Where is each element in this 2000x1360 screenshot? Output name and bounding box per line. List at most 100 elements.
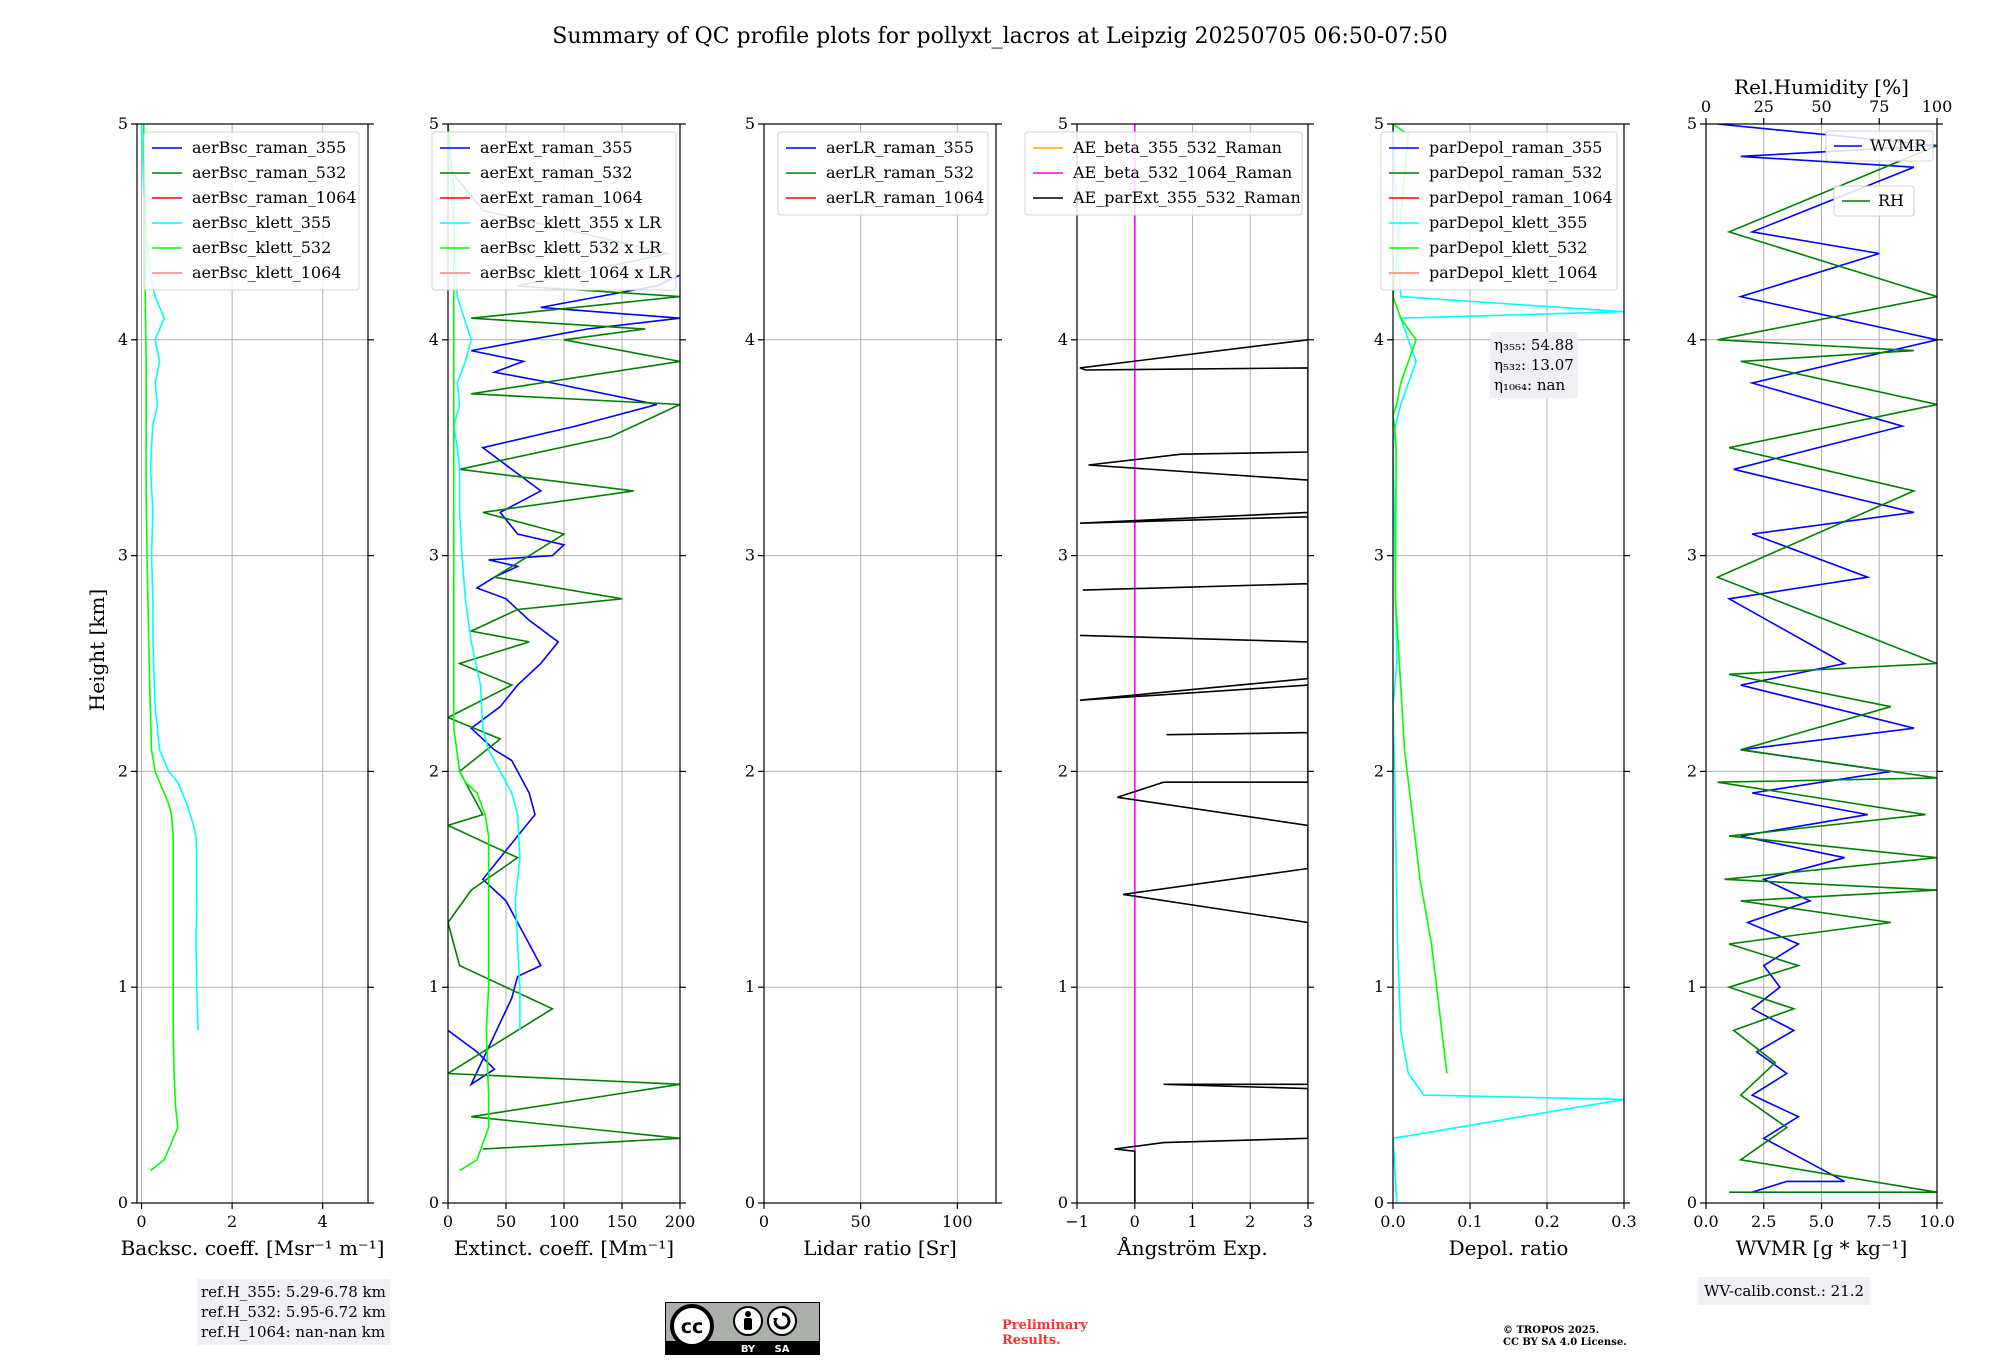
- panels: 0 2 4 0 1 2 3 4 5 Backsc. coeff. [Msr⁻¹ m⁻¹] aerBs…: [118, 75, 1955, 1260]
- legend-box: [1024, 131, 1303, 216]
- x-tick-label: 0: [1130, 1212, 1140, 1231]
- preliminary-note: Preliminary Results.: [1002, 1318, 1088, 1348]
- series-line-aerbsc-klett-532-x-lr: [448, 124, 490, 1172]
- series-line-rh: [1715, 144, 1937, 1193]
- x-axis-label: Depol. ratio: [1449, 1236, 1569, 1260]
- legend-label: parDepol_klett_532: [1429, 238, 1587, 257]
- y-tick-label: 5: [1374, 114, 1384, 133]
- x-tick-label: 2.5: [1751, 1212, 1776, 1231]
- wv-calib-text: WV-calib.const.: 21.2: [1704, 1282, 1865, 1300]
- series-line-ae-parext-355-532-raman: [1079, 339, 1308, 1203]
- series-line-aerext-raman-355: [448, 274, 680, 1087]
- legend-label: aerBsc_klett_1064 x LR: [480, 263, 672, 282]
- panel-wv: 0.0 2.5 5.0 7.5 10.0 0 1 2 3 4 5 WVMR [g * kg⁻¹] 0 25…: [1687, 75, 1955, 1260]
- x2-tick-label: 0: [1701, 97, 1711, 116]
- license-note: © TROPOS 2025. CC BY SA 4.0 License.: [1503, 1325, 1627, 1349]
- y-tick-label: 4: [429, 330, 439, 349]
- x-tick-label: 50: [496, 1212, 516, 1231]
- x-tick-label: 0: [136, 1212, 146, 1231]
- y-tick-label: 1: [429, 977, 439, 996]
- y-tick-label: 2: [118, 761, 128, 780]
- license-line-2: CC BY SA 4.0 License.: [1503, 1337, 1627, 1348]
- axes-frame: [1392, 123, 1625, 1204]
- eta-box: η₃₅₅: 54.88 η₅₃₂: 13.07 η₁₀₆₄: nan: [1490, 332, 1578, 398]
- x-tick-label: 0.2: [1534, 1212, 1559, 1231]
- eta-532: η₅₃₂: 13.07: [1494, 356, 1574, 374]
- legend-label: aerBsc_klett_355 x LR: [480, 213, 662, 232]
- y-tick-label: 0: [429, 1193, 439, 1212]
- x-tick-label: 10.0: [1919, 1212, 1955, 1231]
- series-line-pardepol-klett-355: [1393, 124, 1624, 1203]
- y-tick-label: 1: [118, 977, 128, 996]
- y-tick-label: 0: [1687, 1193, 1697, 1212]
- figure-title: Summary of QC profile plots for pollyxt_…: [552, 24, 1447, 49]
- y-tick-label: 5: [1058, 114, 1068, 133]
- y-tick-label: 0: [1374, 1193, 1384, 1212]
- legend-label: WVMR: [1870, 136, 1927, 155]
- legend-label: aerLR_raman_532: [826, 163, 974, 182]
- legend-label: aerBsc_raman_1064: [192, 188, 357, 207]
- ref-h-1064: ref.H_1064: nan-nan km: [201, 1323, 386, 1341]
- license-line-1: © TROPOS 2025.: [1503, 1325, 1600, 1336]
- y-tick-label: 3: [1058, 546, 1068, 565]
- ref-h-355: ref.H_355: 5.29-6.78 km: [201, 1283, 386, 1301]
- y-tick-label: 3: [1687, 546, 1697, 565]
- legend-label: aerExt_raman_1064: [480, 188, 643, 207]
- series-line-aerbsc-klett-532: [143, 124, 179, 1172]
- y-tick-label: 1: [1687, 977, 1697, 996]
- series-line-pardepol-klett-532: [1393, 124, 1448, 1074]
- legend-label: aerBsc_raman_355: [192, 138, 346, 157]
- x-tick-label: 1: [1187, 1212, 1197, 1231]
- y-tick-label: 5: [1687, 114, 1697, 133]
- svg-text:BY: BY: [741, 1344, 756, 1355]
- y-tick-label: 1: [1374, 977, 1384, 996]
- legend-label: parDepol_raman_532: [1429, 163, 1602, 182]
- legend-label: parDepol_klett_355: [1429, 213, 1587, 232]
- x2-tick-label: 25: [1754, 97, 1774, 116]
- preliminary-line-1: Preliminary: [1002, 1318, 1088, 1333]
- x-axis-label: WVMR [g * kg⁻¹]: [1736, 1236, 1908, 1260]
- x-tick-label: 7.5: [1867, 1212, 1892, 1231]
- legend-label: parDepol_raman_1064: [1429, 188, 1613, 207]
- ref-height-box: ref.H_355: 5.29-6.78 km ref.H_532: 5.95-…: [197, 1279, 390, 1345]
- legend-label: aerBsc_klett_532: [192, 238, 331, 257]
- x-tick-label: −1: [1065, 1212, 1089, 1231]
- y-tick-label: 1: [745, 977, 755, 996]
- x-tick-label: 0.0: [1693, 1212, 1718, 1231]
- x-tick-label: 0: [443, 1212, 453, 1231]
- y-tick-label: 5: [745, 114, 755, 133]
- x-tick-label: 2: [1245, 1212, 1255, 1231]
- y-tick-label: 1: [1058, 977, 1068, 996]
- series-line-aerbsc-klett-355-x-lr: [448, 124, 521, 1031]
- svg-text:cc: cc: [681, 1316, 704, 1338]
- legend-box: [1825, 130, 1934, 162]
- x2-tick-label: 50: [1811, 97, 1831, 116]
- x-axis-label: Backsc. coeff. [Msr⁻¹ m⁻¹]: [121, 1236, 385, 1260]
- panel-bsc: 0 2 4 0 1 2 3 4 5 Backsc. coeff. [Msr⁻¹ m⁻¹] aerBs…: [118, 114, 385, 1260]
- legend-box: [1380, 131, 1618, 291]
- x-tick-label: 100: [549, 1212, 580, 1231]
- y-tick-label: 0: [1058, 1193, 1068, 1212]
- creative-commons-icon: cc BY SA: [665, 1302, 820, 1355]
- legend-box: [431, 131, 677, 291]
- y-tick-label: 4: [1374, 330, 1384, 349]
- x2-axis-label: Rel.Humidity [%]: [1734, 75, 1909, 99]
- legend-box: [777, 131, 989, 216]
- panel-dep: 0.0 0.1 0.2 0.3 0 1 2 3 4 5 Depol. ratio parDepol_r…: [1374, 114, 1637, 1260]
- x-tick-label: 0.0: [1380, 1212, 1405, 1231]
- legend-label: AE_beta_355_532_Raman: [1072, 138, 1282, 157]
- legend-label: aerLR_raman_355: [826, 138, 974, 157]
- y-tick-label: 3: [118, 546, 128, 565]
- y-tick-label: 2: [1687, 761, 1697, 780]
- x2-tick-label: 100: [1922, 97, 1953, 116]
- legend-label: aerLR_raman_1064: [826, 188, 984, 207]
- legend-box: [143, 131, 360, 291]
- svg-text:SA: SA: [775, 1344, 790, 1355]
- x-tick-label: 0.1: [1457, 1212, 1482, 1231]
- x-axis-label: Ångström Exp.: [1116, 1235, 1267, 1260]
- y-tick-label: 5: [118, 114, 128, 133]
- legend-label: AE_beta_532_1064_Raman: [1072, 163, 1292, 182]
- legend-label: AE_parExt_355_532_Raman: [1072, 188, 1301, 207]
- x-tick-label: 0.3: [1611, 1212, 1636, 1231]
- y-tick-label: 4: [118, 330, 128, 349]
